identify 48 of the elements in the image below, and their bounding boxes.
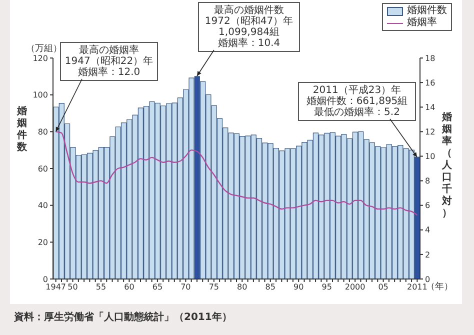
annotation: 1947（昭和22）年 xyxy=(64,56,154,67)
y-tick-label: 80 xyxy=(38,128,48,137)
y2-tick-label: 0 xyxy=(425,274,430,284)
legend-label: 婚姻率 xyxy=(407,17,437,29)
x-tick-label: 70 xyxy=(180,282,191,292)
x-tick-label: 50 xyxy=(68,282,78,292)
y-tick-label: 60 xyxy=(38,164,48,174)
x-tick-label: 60 xyxy=(124,282,134,292)
x-tick-label: 95 xyxy=(322,282,332,292)
x-tick-label: 80 xyxy=(237,282,248,292)
annotation: 2011（平成23）年 xyxy=(312,85,402,96)
text: （年） xyxy=(426,282,453,293)
x-tick-label: 90 xyxy=(294,282,304,292)
annotation: 婚姻件数：661,895組 xyxy=(305,96,409,107)
y-tick-label: 20 xyxy=(38,238,48,248)
text: 婚姻率（人口千対） xyxy=(442,112,452,219)
x-tick-label: 65 xyxy=(152,282,163,292)
y-tick-label: 120 xyxy=(32,54,48,63)
text: 最高の婚姻率 xyxy=(79,45,139,56)
text: 1972（昭和47）年 xyxy=(204,16,294,27)
text: （万組） xyxy=(26,44,62,55)
y2-tick-label: 16 xyxy=(425,78,436,88)
y2-tick-label: 8 xyxy=(425,176,430,186)
x-tick-label: 75 xyxy=(208,282,220,292)
y2-tick-label: 12 xyxy=(425,128,436,137)
annotation: 最低の婚姻率：5.2 xyxy=(313,107,401,118)
y2-tick-label: 2 xyxy=(425,250,430,260)
x-tick-label: 85 xyxy=(265,282,276,292)
text: 資料：厚生労働省「人口動態統計」（2011年） xyxy=(14,312,232,323)
y2-tick-label: 18 xyxy=(425,54,436,63)
y-axis-title: 婚姻件数 xyxy=(17,106,27,154)
y-tick-label: 100 xyxy=(32,90,48,100)
y-tick-label: 40 xyxy=(38,201,48,210)
x-tick-label: 2011 xyxy=(406,282,428,292)
y-tick-label: 0 xyxy=(42,274,48,284)
x-tick-label: 1947 xyxy=(46,282,66,292)
x-tick-label: 05 xyxy=(378,282,388,292)
x-tick-label: 2000 xyxy=(344,282,366,292)
annotation: 婚姻率：12.0 xyxy=(76,67,142,78)
y2-tick-label: 14 xyxy=(425,102,436,112)
x-tick-label: 55 xyxy=(96,282,106,292)
text: 1,099,984組 xyxy=(218,27,280,38)
y2-tick-label: 4 xyxy=(425,226,430,235)
text: 最高の婚姻件数 xyxy=(213,5,285,16)
text: 婚姻率：10.4 xyxy=(216,38,282,49)
y2-tick-label: 10 xyxy=(425,152,436,162)
legend-label: 婚姻件数 xyxy=(407,5,447,16)
y2-tick-label: 6 xyxy=(425,201,430,210)
